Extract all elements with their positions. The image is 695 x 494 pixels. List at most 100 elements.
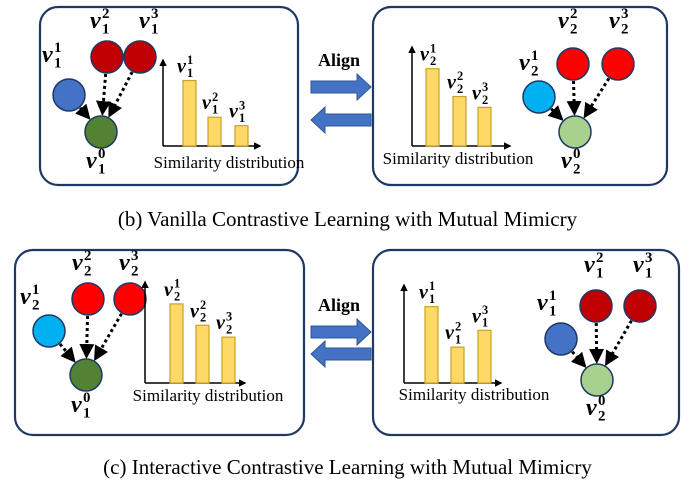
node-label-sub: 1 [54, 55, 61, 71]
node-label-symbol: v [609, 8, 620, 34]
dotted-arrow [95, 73, 111, 117]
bar [169, 303, 184, 384]
chart-title: Similarity distribution [399, 385, 550, 404]
node-label-sub: 1 [151, 21, 158, 37]
sample-node [601, 47, 635, 81]
node-label-sub: 2 [32, 297, 39, 313]
bar-label: v 31 [472, 303, 488, 330]
node-label-sup: 3 [621, 6, 628, 22]
node-label-sub: 1 [83, 405, 90, 421]
bar [182, 79, 197, 147]
node-label-sub: 2 [598, 408, 605, 424]
node-label-sub: 1 [549, 303, 556, 319]
node-label: v 32 [609, 6, 628, 37]
node-label-sub: 2 [131, 263, 138, 279]
node-label-sub: 1 [239, 111, 245, 125]
node-label-symbol: v [633, 252, 644, 278]
node-label-symbol: v [537, 290, 548, 316]
node-label-sup: 2 [570, 6, 577, 22]
node-label-symbol: v [190, 300, 200, 322]
node-label-sup: 0 [573, 146, 580, 162]
node-label-sup: 2 [84, 248, 91, 264]
node-label-sup: 2 [457, 69, 463, 83]
node-label: v 22 [558, 6, 577, 37]
bar-label: v 32 [472, 80, 488, 107]
bar-label: v 12 [164, 277, 180, 304]
node-label-symbol: v [229, 101, 239, 123]
node-label: v 12 [20, 282, 39, 313]
node-label-sub: 1 [482, 316, 488, 330]
node-label: v 21 [90, 6, 109, 37]
align-arrow-left [310, 339, 372, 369]
node-label-sub: 2 [570, 21, 577, 37]
node-label-sup: 1 [549, 288, 556, 304]
sample-node [71, 282, 105, 316]
node-label-symbol: v [42, 42, 53, 68]
node-label-sub: 2 [84, 263, 91, 279]
node-label-sup: 3 [151, 6, 158, 22]
bar [221, 336, 236, 384]
node-label-sub: 2 [531, 63, 538, 79]
bar-label: v 32 [216, 310, 232, 337]
chart-title: Similarity distribution [154, 153, 305, 172]
align-arrow-right [310, 317, 372, 347]
bar-label: v 12 [420, 41, 436, 68]
node-label: v 31 [633, 250, 652, 281]
node-label-sup: 1 [531, 48, 538, 64]
node-label-sup: 0 [98, 146, 105, 162]
dotted-arrow [547, 105, 564, 121]
node-label-sub: 1 [645, 265, 652, 281]
node-label-sup: 1 [430, 41, 436, 55]
node-label-symbol: v [86, 148, 97, 174]
node-label: v 32 [119, 248, 138, 279]
node-label-sub: 2 [573, 161, 580, 177]
dotted-arrow [75, 103, 91, 120]
node-label-sup: 0 [83, 390, 90, 406]
node-label-symbol: v [519, 50, 530, 76]
sample-node [32, 314, 66, 348]
node-label-sup: 2 [212, 90, 218, 104]
node-label-symbol: v [90, 8, 101, 34]
node-label-sub: 2 [226, 323, 232, 337]
sample-node [123, 40, 157, 74]
node-label-sup: 2 [455, 320, 461, 334]
dotted-arrow [566, 80, 582, 117]
node-label-symbol: v [420, 44, 430, 66]
bar [207, 116, 222, 147]
node-label-symbol: v [472, 305, 482, 327]
node-label-symbol: v [71, 392, 82, 418]
node-label-sub: 2 [482, 93, 488, 107]
node-label-sup: 1 [429, 279, 435, 293]
node-label-sub: 1 [102, 21, 109, 37]
node-label-sub: 2 [430, 54, 436, 68]
sample-node [52, 78, 86, 112]
sample-node [623, 289, 657, 323]
node-label-sup: 1 [32, 282, 39, 298]
sample-node [113, 282, 147, 316]
node-label: v 11 [537, 288, 556, 319]
node-label-sup: 2 [200, 298, 206, 312]
sample-node [556, 47, 590, 81]
bar [452, 95, 467, 147]
node-label-sub: 1 [455, 333, 461, 347]
node-label-sup: 1 [54, 40, 61, 56]
node-label-sup: 2 [102, 6, 109, 22]
caption-c: (c) Interactive Contrastive Learning wit… [103, 455, 592, 479]
node-label-symbol: v [139, 8, 150, 34]
bar-label: v 11 [419, 279, 435, 306]
node-label-sub: 2 [200, 311, 206, 325]
node-label-sup: 3 [226, 310, 232, 324]
node-label-sup: 3 [239, 98, 245, 112]
bar [234, 125, 249, 147]
chart-title: Similarity distribution [133, 386, 284, 405]
node-label-sub: 2 [174, 289, 180, 303]
bar [450, 346, 465, 384]
node-label-sub: 1 [212, 103, 218, 117]
node-label-symbol: v [584, 252, 595, 278]
